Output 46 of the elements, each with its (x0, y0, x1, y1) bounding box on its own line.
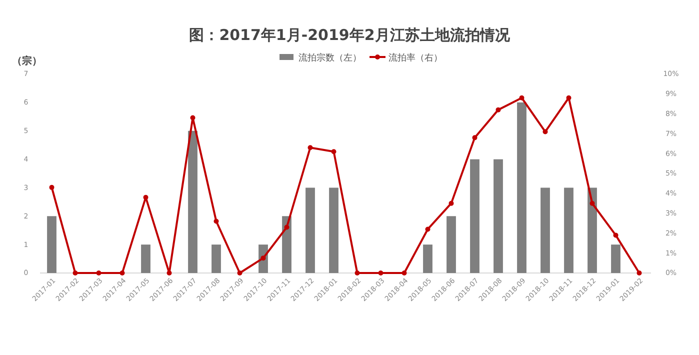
bar (564, 188, 574, 273)
bar (446, 216, 456, 273)
bar (282, 216, 292, 273)
point (308, 145, 313, 150)
point (636, 270, 642, 276)
y-axis-title: （宗） (12, 55, 42, 67)
point (166, 270, 172, 276)
point (331, 149, 336, 154)
bar (306, 188, 315, 273)
point (214, 218, 219, 224)
bar (212, 244, 221, 273)
bar (423, 244, 432, 273)
bar (611, 244, 620, 273)
point (402, 270, 407, 276)
point (143, 194, 148, 200)
point (519, 95, 524, 100)
bar (141, 244, 150, 273)
bar (47, 216, 56, 273)
point (260, 256, 266, 261)
point (590, 200, 595, 206)
bar (188, 130, 198, 273)
bar (540, 188, 550, 273)
point (354, 270, 360, 276)
point (378, 270, 384, 276)
point (190, 115, 196, 120)
point (566, 95, 572, 100)
point (472, 135, 478, 140)
point (284, 224, 290, 230)
bar (494, 159, 503, 273)
point (425, 226, 430, 232)
point (72, 270, 78, 276)
bar (470, 159, 480, 273)
point (96, 270, 102, 276)
bar (329, 188, 338, 273)
point (237, 270, 242, 276)
legend-label: 流拍率（右） (388, 52, 442, 64)
point (542, 129, 548, 134)
chart-title: 图：2017年1月-2019年2月江苏土地流拍情况 (189, 26, 511, 44)
point (49, 184, 54, 190)
bar (517, 102, 526, 273)
point (613, 232, 618, 238)
point (496, 107, 501, 112)
bar (588, 188, 597, 273)
point (120, 270, 125, 276)
legend-label: 流拍宗数（左） (298, 52, 362, 64)
point (448, 200, 454, 206)
